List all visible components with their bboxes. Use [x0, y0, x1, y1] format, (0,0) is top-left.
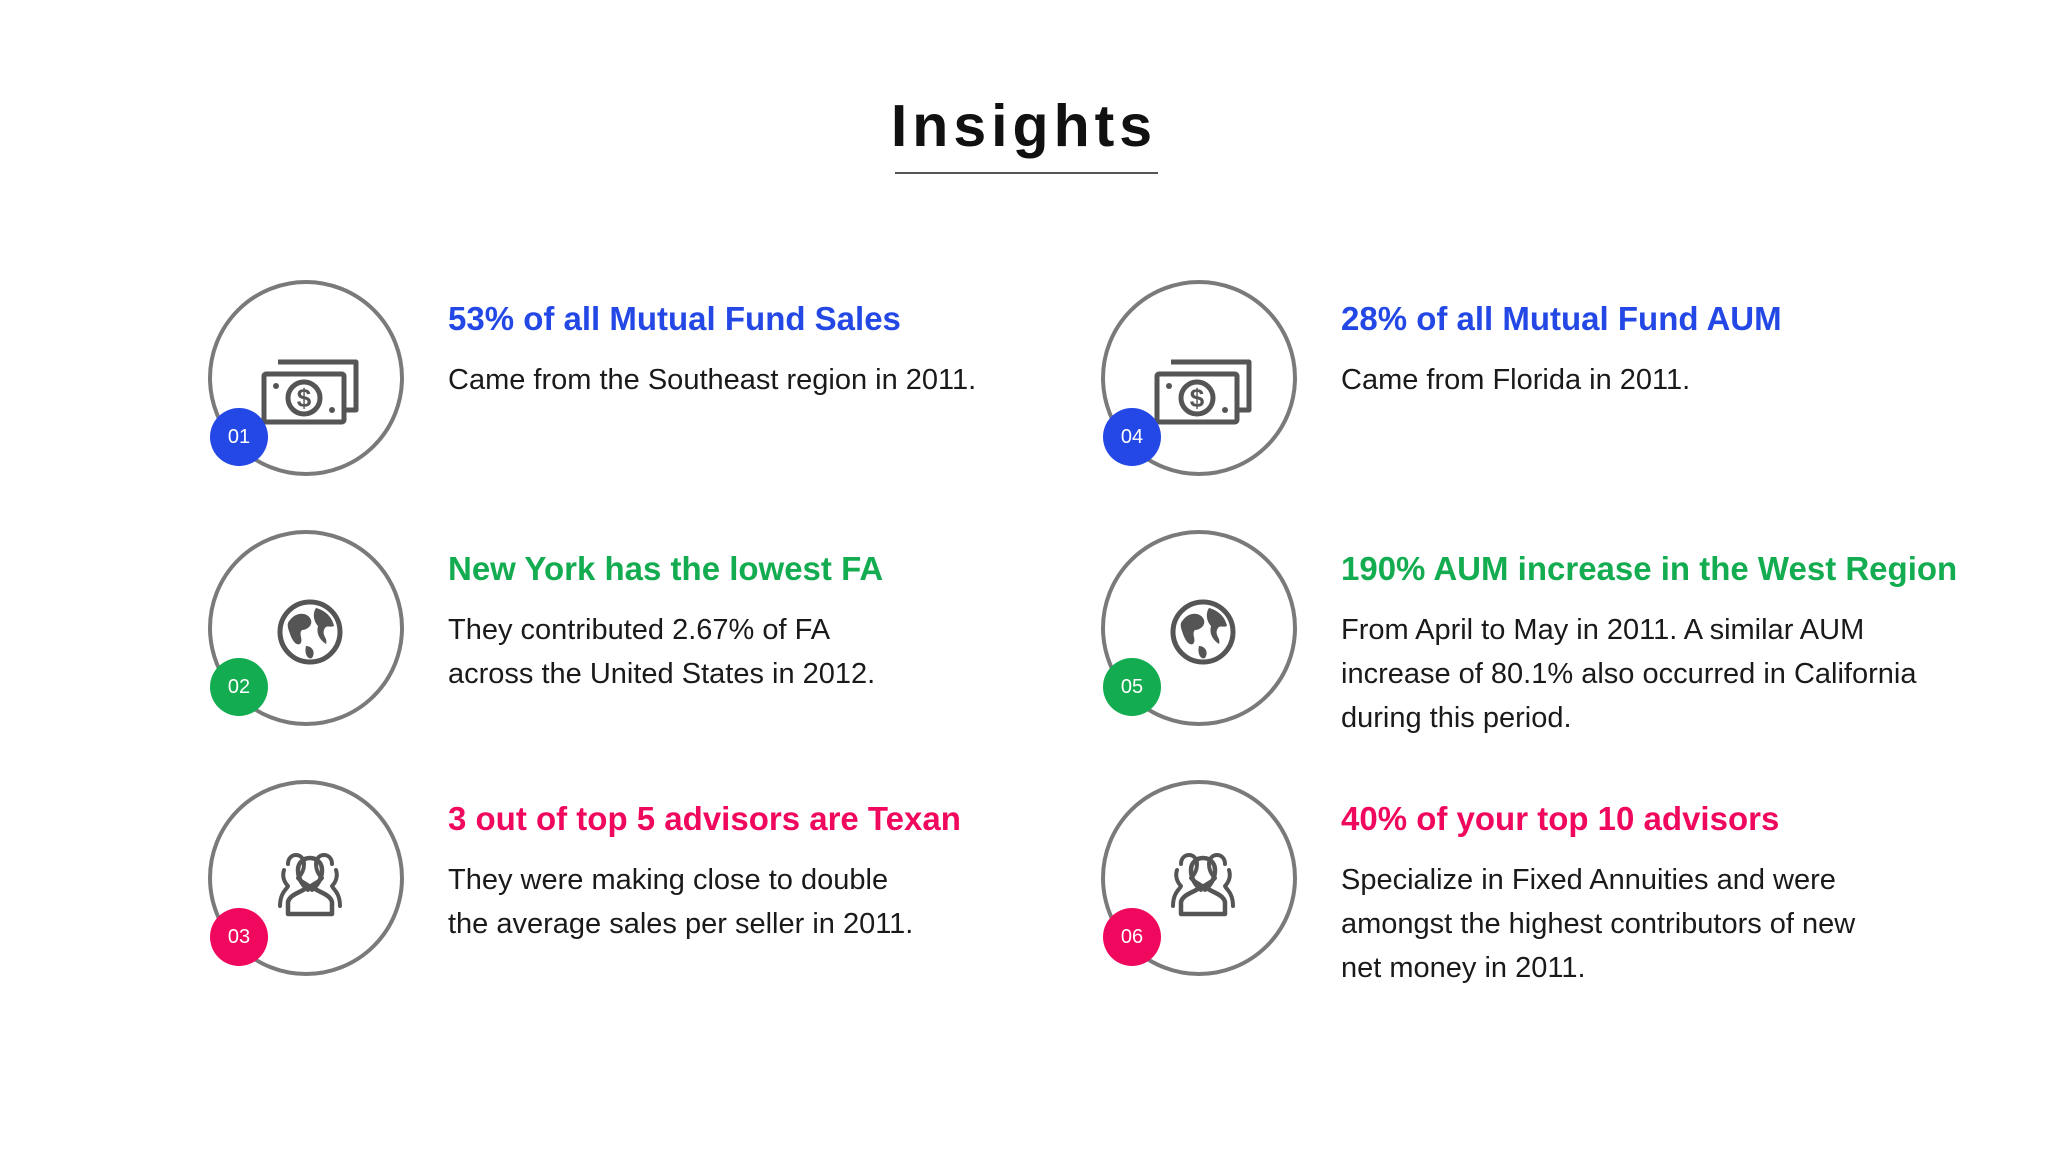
card-number-badge: 05 [1103, 658, 1161, 716]
users-icon [1171, 853, 1235, 917]
card-heading: New York has the lowest FA [448, 550, 884, 587]
card-body-line: Came from the Southeast region in 2011. [448, 364, 977, 396]
card-number-badge: 01 [210, 408, 268, 466]
card-body: From April to May in 2011. A similar AUM… [1341, 608, 2021, 740]
card-body: Came from Florida in 2011. [1341, 358, 2021, 402]
money-icon: $ [261, 359, 359, 425]
card-heading: 3 out of top 5 advisors are Texan [448, 800, 961, 837]
svg-text:$: $ [1190, 383, 1205, 413]
card-body: Specialize in Fixed Annuities and were a… [1341, 858, 2021, 990]
card-number-badge: 03 [210, 908, 268, 966]
card-body-line: across the United States in 2012. [448, 658, 876, 690]
insight-card-04: $ 04 28% of all Mutual Fund AUM Came fro… [1101, 280, 2001, 510]
card-body: They were making close to double the ave… [448, 858, 1128, 946]
insight-card-03: 03 3 out of top 5 advisors are Texan The… [208, 780, 1108, 1010]
card-body-line: They were making close to double [448, 864, 889, 896]
card-body-line: From April to May in 2011. A similar AUM [1341, 614, 1865, 646]
card-heading: 53% of all Mutual Fund Sales [448, 300, 901, 337]
card-number-badge: 06 [1103, 908, 1161, 966]
svg-text:$: $ [297, 383, 312, 413]
page-title: Insights [890, 93, 1158, 159]
insight-card-01: $ 01 53% of all Mutual Fund Sales Came f… [208, 280, 1108, 510]
card-body-line: the average sales per seller in 2011. [448, 908, 914, 940]
title-underline [895, 172, 1158, 174]
insight-card-02: 02 New York has the lowest FA They contr… [208, 530, 1108, 760]
card-number-badge: 02 [210, 658, 268, 716]
card-body-line: net money in 2011. [1341, 952, 1586, 984]
globe-icon [277, 599, 343, 665]
card-heading: 40% of your top 10 advisors [1341, 800, 1780, 837]
card-body-line: increase of 80.1% also occurred in Calif… [1341, 658, 1917, 690]
card-body: They contributed 2.67% of FA across the … [448, 608, 1128, 696]
card-body-line: during this period. [1341, 702, 1572, 734]
money-icon: $ [1154, 359, 1252, 425]
globe-icon [1170, 599, 1236, 665]
insight-card-05: 05 190% AUM increase in the West Region … [1101, 530, 2001, 760]
insight-card-06: 06 40% of your top 10 advisors Specializ… [1101, 780, 2001, 1010]
card-number-badge: 04 [1103, 408, 1161, 466]
card-body-line: amongst the highest contributors of new [1341, 908, 1856, 940]
card-body-line: Came from Florida in 2011. [1341, 364, 1691, 396]
card-heading: 28% of all Mutual Fund AUM [1341, 300, 1782, 337]
card-body: Came from the Southeast region in 2011. [448, 358, 1128, 402]
card-heading: 190% AUM increase in the West Region [1341, 550, 1958, 587]
card-body-line: They contributed 2.67% of FA [448, 614, 831, 646]
card-body-line: Specialize in Fixed Annuities and were [1341, 864, 1836, 896]
users-icon [278, 853, 342, 917]
